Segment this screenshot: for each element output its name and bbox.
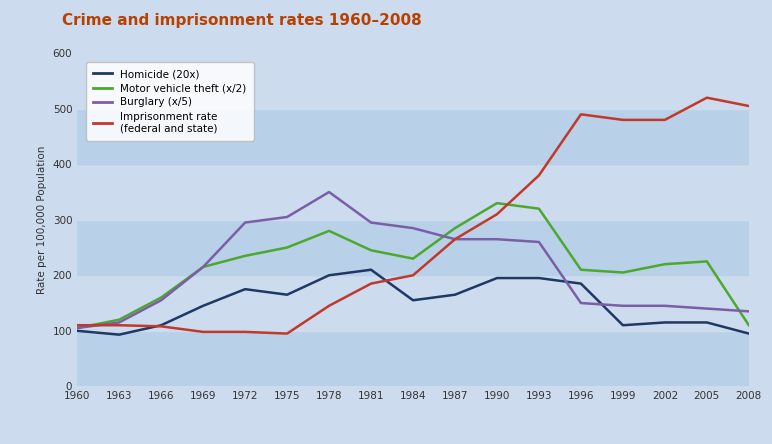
Bar (77, 220, 749, 275)
Y-axis label: Rate per 100,000 Population: Rate per 100,000 Population (37, 146, 47, 294)
Text: Crime and imprisonment rates 1960–2008: Crime and imprisonment rates 1960–2008 (62, 13, 422, 28)
Bar (77, 164, 749, 220)
Legend: Homicide (20x), Motor vehicle theft (x/2), Burglary (x/5), Imprisonment rate
(fe: Homicide (20x), Motor vehicle theft (x/2… (86, 62, 254, 140)
Bar (77, 275, 749, 331)
Bar (77, 53, 749, 109)
Bar (77, 109, 749, 164)
Bar (77, 331, 749, 386)
